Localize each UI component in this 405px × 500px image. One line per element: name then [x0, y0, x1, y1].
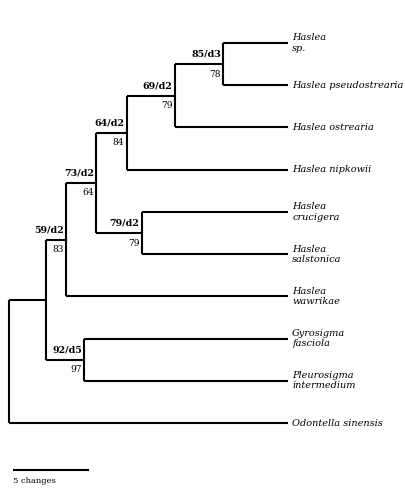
Text: Haslea
crucigera: Haslea crucigera	[292, 202, 339, 222]
Text: 79: 79	[128, 238, 139, 248]
Text: 64/d2: 64/d2	[94, 118, 124, 128]
Text: 79: 79	[161, 102, 172, 110]
Text: Haslea
wawrikae: Haslea wawrikae	[292, 287, 339, 306]
Text: Haslea
salstonica: Haslea salstonica	[292, 244, 341, 264]
Text: 78: 78	[209, 70, 221, 78]
Text: 97: 97	[70, 366, 82, 374]
Text: Haslea nipkowii: Haslea nipkowii	[292, 165, 371, 174]
Text: Haslea
sp.: Haslea sp.	[292, 34, 326, 52]
Text: 64: 64	[82, 188, 94, 198]
Text: Pleurosigma
intermedium: Pleurosigma intermedium	[292, 372, 355, 390]
Text: 85/d3: 85/d3	[191, 50, 221, 58]
Text: Haslea pseudostrearia: Haslea pseudostrearia	[292, 81, 403, 90]
Text: Haslea ostrearia: Haslea ostrearia	[292, 123, 373, 132]
Text: 79/d2: 79/d2	[109, 218, 139, 228]
Text: Gyrosigma
fasciola: Gyrosigma fasciola	[292, 329, 345, 348]
Text: 73/d2: 73/d2	[64, 168, 94, 177]
Text: 5 changes: 5 changes	[13, 478, 56, 486]
Text: 83: 83	[52, 245, 64, 254]
Text: 69/d2: 69/d2	[143, 82, 172, 90]
Text: Odontella sinensis: Odontella sinensis	[292, 418, 382, 428]
Text: 59/d2: 59/d2	[34, 225, 64, 234]
Text: 92/d5: 92/d5	[52, 346, 82, 354]
Text: 84: 84	[113, 138, 124, 147]
